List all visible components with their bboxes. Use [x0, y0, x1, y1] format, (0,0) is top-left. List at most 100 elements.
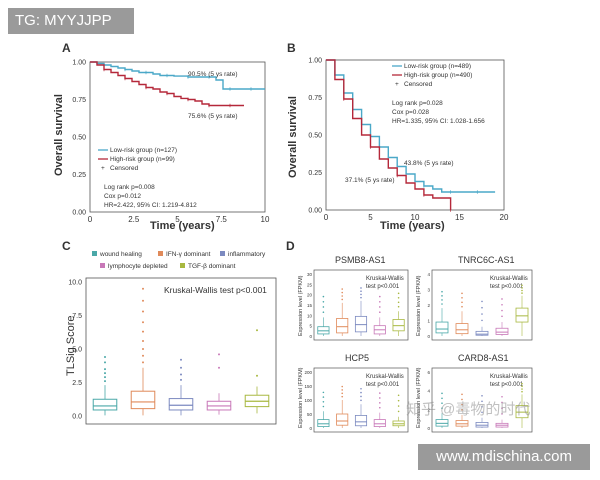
panel-d-outlier	[322, 396, 325, 398]
panel-c-outlier	[180, 373, 182, 376]
panel-d-outlier	[481, 300, 483, 303]
panel-a-y-tick-label: 0.75	[72, 97, 86, 104]
panel-d-outlier	[501, 413, 503, 415]
panel-d-outlier	[360, 391, 362, 394]
panel-d-outlier	[481, 400, 483, 403]
panel-d-outlier	[441, 295, 443, 297]
panel-d-box	[435, 321, 449, 334]
panel-c-legend-swatch	[158, 251, 163, 256]
panel-d-outlier	[379, 300, 381, 303]
panel-a-y-tick-label: 1.00	[72, 60, 86, 67]
panel-a-y-tick-label: 0.50	[72, 135, 86, 142]
panel-d-frame	[313, 269, 409, 341]
panel-d-subplot: HCP5 Expression level (FPKM) 0 50 100 150 200 K…	[298, 353, 409, 433]
panel-d-y-tick-label: 0	[427, 426, 430, 431]
panel-a-stat-hr: HR=2.422, 95% CI: 1.219-4.812	[104, 202, 197, 209]
panel-d-outlier	[461, 297, 463, 299]
panel-c-outlier	[104, 380, 106, 383]
panel-b-x-ticks: 0 5 10 15 20	[324, 213, 509, 222]
panel-d-outlier	[481, 394, 483, 397]
panel-b-letter: B	[287, 41, 296, 55]
panel-a-stat-cox: Cox p=0.012	[104, 193, 141, 200]
panel-d-frame	[431, 269, 533, 341]
panel-d-outlier	[360, 287, 362, 289]
panel-b-stat-cox: Cox p=0.028	[392, 109, 429, 116]
panel-d-outlier	[481, 405, 483, 408]
panel-d-box	[392, 319, 405, 332]
legend-high: High-risk group (n=99)	[110, 156, 175, 163]
panel-d-y-tick-label: 20	[307, 293, 313, 298]
panel-d-outlier	[341, 392, 344, 395]
panel-b-x-tick-label: 15	[455, 213, 464, 222]
panel-d-y-tick-label: 1	[427, 319, 430, 324]
panel-d-test-label: Kruskal-Wallis	[366, 276, 404, 282]
panel-d-outlier	[379, 402, 381, 404]
panel-d-test-label: Kruskal-Wallis	[490, 276, 528, 282]
panel-d-outlier	[441, 299, 443, 301]
panel-d-y-tick-label: 50	[307, 412, 313, 417]
panel-b-y-tick-label: 0.50	[308, 133, 322, 140]
panel-b-y-tick-label: 0.25	[308, 170, 322, 177]
panel-d-outlier	[461, 408, 463, 411]
panel-d-outlier	[441, 290, 443, 293]
panel-c-outlier	[104, 376, 106, 379]
panel-a-x-tick-label: 0	[88, 215, 93, 224]
panel-b-annotation-low: 43.8% (5 ys rate)	[404, 160, 454, 167]
panel-d-outlier	[379, 311, 381, 313]
panel-d-y-tick-label: 30	[307, 272, 313, 277]
panel-a-y-label: Overall survival	[53, 94, 65, 176]
panel-d-outlier	[379, 392, 381, 394]
panel-d-subplot-title: TNRC6C-AS1	[458, 255, 515, 265]
panel-c-outlier	[142, 299, 144, 302]
panel-d-outlier	[360, 395, 362, 398]
panel-d-outlier	[397, 292, 400, 295]
panel-d-y-tick-label: 5	[309, 324, 312, 329]
panel-d-box	[515, 307, 529, 323]
panel-d-outlier	[521, 284, 523, 287]
panel-d-outlier	[501, 309, 503, 312]
panel-d-box	[455, 323, 469, 335]
panel-b-stat-hr: HR=1.335, 95% CI: 1.028-1.656	[392, 118, 485, 125]
panel-d-outlier	[397, 305, 400, 308]
panel-d-box	[317, 419, 330, 428]
panel-d-test-value: test p<0.001	[490, 284, 524, 290]
panel-d-y-tick-label: 2	[427, 407, 430, 412]
panel-d-outlier	[322, 391, 325, 394]
panel-c-outlier	[104, 372, 106, 375]
panel-d-box	[336, 318, 349, 334]
panel-d-outlier	[461, 403, 463, 406]
panel-d-test-label: Kruskal-Wallis	[490, 374, 528, 380]
legend-low: Low-risk group (n=127)	[110, 147, 177, 154]
panel-d-outlier	[379, 295, 381, 298]
panel-b-stat-logrank: Log rank p=0.028	[392, 100, 443, 107]
panel-d-y-tick-label: 4	[427, 272, 430, 277]
panel-c-outlier	[180, 358, 182, 361]
panel-d-outlier	[521, 388, 523, 390]
panel-d-outlier	[521, 382, 523, 385]
panel-d-outlier	[481, 411, 483, 414]
panel-a-y-tick-label: 0.25	[72, 172, 86, 179]
panel-d-subplot: TNRC6C-AS1 Expression level (FPKM) 0 1 2 3 4 Kr…	[416, 255, 533, 341]
panel-c-y-tick-label: 5.0	[72, 347, 82, 354]
panel-c-outlier	[142, 354, 144, 357]
panel-a-stat-logrank: Log rank p=0.008	[104, 184, 155, 191]
panel-d-outlier	[521, 289, 523, 292]
panel-d-outlier	[341, 291, 344, 294]
panel-b: B 0.00 0.25 0.50 0.75 1.00 0 5 10 15 20 Time (ye…	[287, 41, 509, 232]
panel-d-outlier	[461, 305, 463, 308]
panel-d-outlier	[441, 392, 443, 395]
panel-d-outlier	[521, 390, 523, 393]
panel-c-outlier	[142, 339, 144, 342]
panel-c-y-tick-label: 2.5	[72, 380, 82, 387]
legend-censored: Censored	[404, 81, 433, 88]
panel-d-box	[495, 327, 509, 335]
panel-d-outlier	[322, 405, 325, 408]
watermark-middle: 知乎 @毒物的时代	[406, 401, 531, 418]
panel-d-frame	[431, 367, 533, 433]
legend-censored: Censored	[110, 165, 139, 172]
panel-d-outlier	[397, 301, 400, 304]
panel-c-y-tick-label: 0.0	[72, 414, 82, 421]
panel-d-outlier	[441, 402, 443, 405]
panel-b-y-tick-label: 0.75	[308, 95, 322, 102]
